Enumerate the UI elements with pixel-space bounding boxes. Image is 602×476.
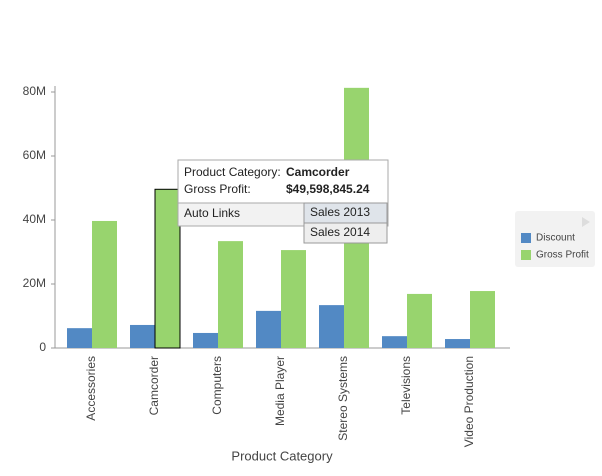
- x-tick-label: Video Production: [462, 356, 476, 447]
- x-axis-title: Product Category: [231, 448, 333, 463]
- bar: [319, 305, 344, 348]
- x-tick-label: Stereo Systems: [336, 356, 350, 441]
- legend-label: Gross Profit: [536, 250, 589, 261]
- y-tick-label: 80M: [23, 84, 46, 98]
- tooltip-value: Camcorder: [286, 165, 350, 179]
- x-tick-label: Media Player: [273, 356, 287, 426]
- y-tick-label: 40M: [23, 212, 46, 226]
- bar: [193, 332, 218, 348]
- bar: [154, 188, 181, 349]
- y-tick-label: 60M: [23, 148, 46, 162]
- legend: Discount Gross Profit: [515, 211, 595, 267]
- menu-item[interactable]: Auto Links: [184, 206, 240, 220]
- tooltip-label: Gross Profit:: [184, 182, 251, 196]
- bar: [281, 250, 306, 348]
- legend-box: [515, 211, 595, 267]
- legend-swatch: [521, 250, 531, 260]
- bar: [67, 328, 92, 348]
- submenu-item[interactable]: Sales 2013: [310, 205, 370, 219]
- x-tick-label: Accessories: [84, 356, 98, 421]
- bar: [130, 324, 155, 348]
- x-tick-label: Computers: [210, 356, 224, 415]
- bar: [445, 339, 470, 348]
- x-tick-label: Televisions: [399, 356, 413, 415]
- legend-swatch: [521, 233, 531, 243]
- x-tick-label: Camcorder: [147, 356, 161, 415]
- bar: [382, 336, 407, 348]
- legend-arrow[interactable]: [582, 217, 590, 227]
- bar: [407, 293, 432, 348]
- tooltip-label: Product Category:: [184, 165, 281, 179]
- bar: [256, 310, 281, 348]
- tooltip: Product Category: Camcorder Gross Profit…: [177, 159, 389, 244]
- bar: [218, 241, 243, 348]
- bar: [470, 291, 495, 348]
- bar: [92, 220, 117, 348]
- legend-label: Discount: [536, 233, 575, 244]
- submenu-item[interactable]: Sales 2014: [310, 225, 370, 239]
- tooltip-value: $49,598,845.24: [286, 182, 370, 196]
- tooltip-box: [177, 159, 389, 204]
- submenu-item-box[interactable]: [303, 222, 388, 244]
- y-tick-label: 20M: [23, 276, 46, 290]
- y-tick-label: 0: [39, 340, 46, 354]
